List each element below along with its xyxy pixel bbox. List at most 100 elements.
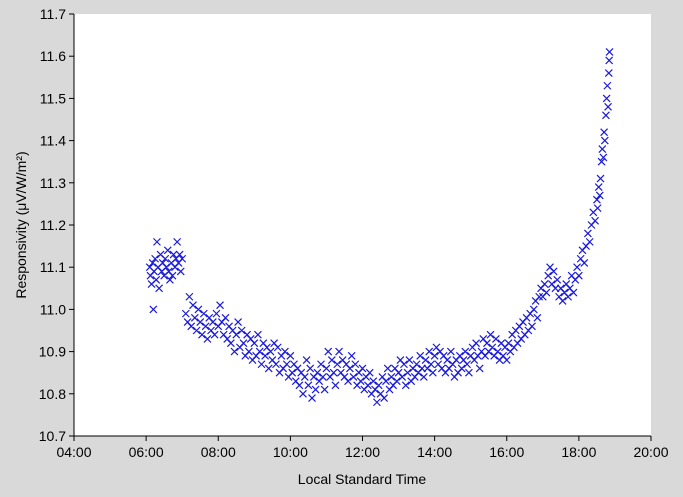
data-point (604, 102, 613, 111)
data-point (210, 330, 219, 339)
y-tick-label: 11.5 (40, 90, 66, 106)
data-point (535, 292, 544, 301)
data-point (199, 309, 208, 318)
data-point (573, 263, 581, 272)
data-point (295, 381, 304, 390)
data-point (569, 288, 578, 297)
data-point (308, 394, 316, 402)
data-point (373, 398, 381, 407)
y-tick-label: 11.1 (40, 259, 66, 275)
y-tick-label: 11.7 (40, 6, 66, 22)
data-point (149, 305, 158, 314)
data-point (419, 372, 428, 381)
data-point (190, 313, 199, 322)
data-point (300, 372, 309, 381)
data-point (244, 347, 253, 356)
data-point (331, 381, 340, 390)
data-point (288, 368, 297, 377)
data-point (392, 377, 401, 386)
y-tick-label: 11.0 (40, 301, 66, 317)
data-point (358, 364, 367, 373)
data-point (173, 237, 182, 246)
data-point (549, 267, 558, 276)
data-point (181, 309, 190, 318)
data-point (313, 368, 322, 377)
data-point (387, 372, 396, 381)
data-point (446, 347, 455, 356)
x-tick-label: 10:00 (273, 444, 308, 460)
data-point (192, 326, 201, 335)
plot-area (74, 14, 651, 436)
data-point (324, 347, 333, 356)
data-point (382, 377, 390, 386)
data-point (599, 153, 608, 162)
data-point (380, 394, 389, 402)
data-point (558, 297, 567, 305)
data-point (189, 301, 197, 310)
data-point (349, 372, 358, 381)
x-tick-label: 08:00 (201, 444, 236, 460)
data-point (155, 284, 164, 293)
data-point (302, 356, 311, 364)
data-point (234, 318, 243, 326)
data-point (264, 364, 273, 373)
data-point (163, 246, 172, 255)
data-point (540, 280, 549, 289)
data-point (208, 318, 217, 326)
data-point (529, 305, 538, 314)
data-point (250, 339, 259, 348)
x-axis-label: Local Standard Time (298, 471, 427, 487)
y-tick-label: 10.7 (39, 428, 66, 444)
data-point (374, 381, 383, 390)
data-points (145, 48, 614, 407)
data-point (329, 368, 338, 377)
data-point (553, 275, 562, 284)
x-tick-label: 16:00 (489, 444, 524, 460)
y-tick-label: 11.6 (40, 48, 66, 64)
data-point (504, 339, 513, 348)
data-point (574, 271, 583, 280)
data-point (185, 292, 194, 301)
data-point (401, 381, 410, 390)
y-axis-label: Responsivity (μV/W/m²) (13, 151, 29, 298)
data-point (272, 360, 280, 369)
data-point (168, 271, 177, 280)
data-point (493, 347, 502, 356)
data-point (178, 254, 187, 263)
data-point (502, 356, 511, 364)
data-point (585, 237, 594, 246)
data-point (542, 288, 551, 297)
data-point (363, 381, 372, 390)
x-axis-ticks: 04:00 06:00 08:00 10:00 12:00 14:00 16:00 18:00… (56, 436, 669, 460)
data-point (604, 69, 613, 78)
data-point (347, 351, 356, 360)
data-point (203, 335, 212, 343)
data-point (216, 301, 224, 310)
data-point (239, 339, 248, 348)
data-point (198, 330, 206, 339)
y-tick-label: 11.2 (40, 217, 66, 233)
data-point (430, 351, 439, 360)
data-point (232, 330, 241, 339)
x-tick-label: 20:00 (633, 444, 668, 460)
data-point (221, 313, 230, 322)
data-point (594, 183, 603, 191)
data-point (457, 364, 466, 373)
data-point (425, 347, 434, 356)
x-tick-label: 14:00 (417, 444, 452, 460)
data-point (175, 250, 184, 259)
data-point (212, 309, 221, 318)
data-point (286, 351, 295, 360)
data-point (472, 339, 481, 348)
data-point (601, 111, 610, 120)
data-point (600, 128, 609, 137)
data-point (603, 81, 612, 90)
data-point (564, 292, 572, 301)
x-tick-label: 04:00 (56, 444, 91, 460)
data-point (592, 195, 601, 204)
data-point (400, 360, 408, 369)
data-point (416, 351, 425, 360)
data-point (153, 237, 161, 246)
data-point (593, 204, 602, 213)
data-point (461, 347, 470, 356)
